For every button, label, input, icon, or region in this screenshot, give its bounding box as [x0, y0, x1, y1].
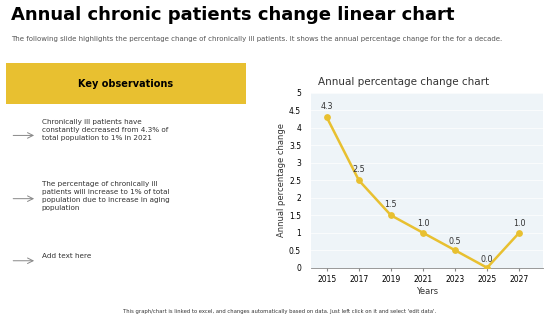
Text: Key observations: Key observations [78, 79, 174, 89]
Text: Annual percentage change chart: Annual percentage change chart [318, 77, 489, 87]
Text: 0.5: 0.5 [449, 237, 461, 246]
Text: Annual chronic patients change linear chart: Annual chronic patients change linear ch… [11, 6, 455, 24]
Text: 4.3: 4.3 [320, 102, 333, 111]
Point [418, 230, 427, 235]
Point [354, 178, 363, 183]
FancyBboxPatch shape [6, 63, 246, 104]
Text: Chronically ill patients have
constantly decreased from 4.3% of
total population: Chronically ill patients have constantly… [41, 119, 168, 141]
Point [483, 265, 492, 270]
Point [386, 213, 395, 218]
Text: 1.5: 1.5 [385, 200, 397, 209]
Text: 0.0: 0.0 [481, 255, 493, 264]
Y-axis label: Annual percentage change: Annual percentage change [277, 123, 286, 237]
Text: 2.5: 2.5 [352, 165, 365, 175]
Text: The percentage of chronically ill
patients will increase to 1% of total
populati: The percentage of chronically ill patien… [41, 181, 170, 211]
Text: 1.0: 1.0 [513, 219, 525, 228]
X-axis label: Years: Years [416, 287, 438, 296]
Point [323, 115, 332, 120]
Text: This graph/chart is linked to excel, and changes automatically based on data. Ju: This graph/chart is linked to excel, and… [123, 309, 437, 314]
Text: Add text here: Add text here [41, 253, 91, 259]
Text: The following slide highlights the percentage change of chronically ill patients: The following slide highlights the perce… [11, 36, 502, 42]
Text: 1.0: 1.0 [417, 219, 430, 228]
Point [515, 230, 524, 235]
Point [451, 248, 460, 253]
